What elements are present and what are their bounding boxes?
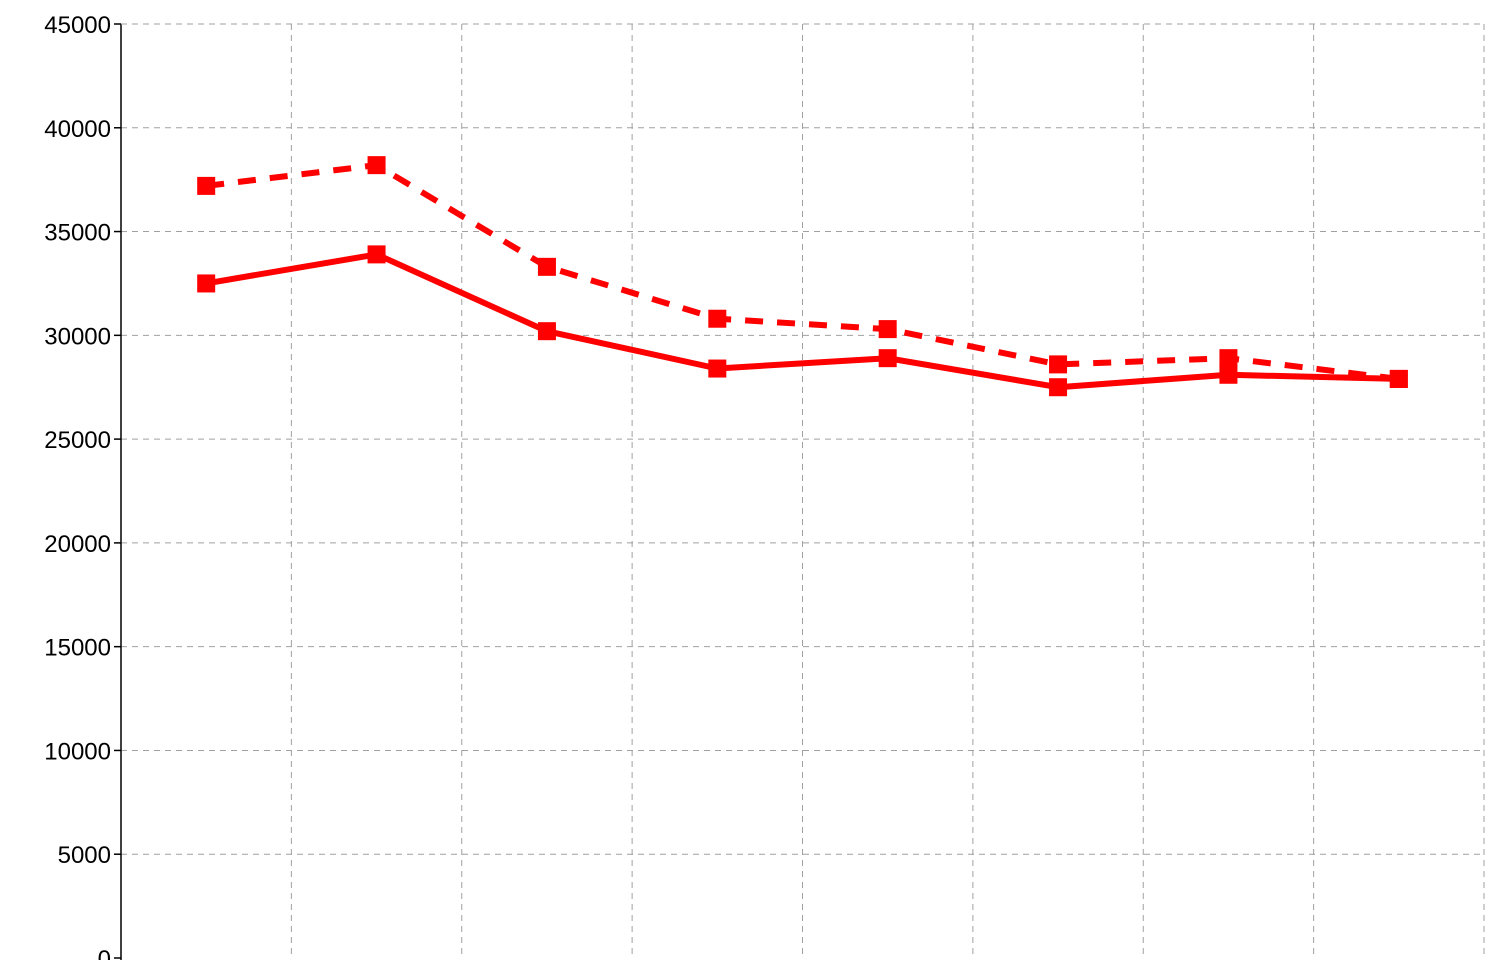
series-1-point-4	[878, 349, 897, 368]
series-1-point-7	[1389, 369, 1408, 388]
series-1-line	[205, 251, 1399, 391]
series-1-point-5	[1049, 378, 1068, 397]
y-tick-label-35000: 35000	[44, 220, 111, 247]
series-1-point-6	[1219, 365, 1238, 384]
axes	[114, 23, 1484, 960]
grid-lines	[121, 23, 1485, 958]
series-0-point-1	[367, 156, 386, 175]
y-tick-label-25000: 25000	[44, 427, 111, 454]
y-tick-label-40000: 40000	[44, 116, 111, 143]
series-1-point-3	[708, 359, 727, 378]
series-0-point-5	[1049, 355, 1068, 374]
y-tick-label-10000: 10000	[44, 738, 111, 765]
series-1-point-0	[197, 274, 216, 293]
y-tick-labels: 0 5000 10000 15000 20000 25000 30000 35000 40000…	[44, 12, 111, 960]
y-tick-label-30000: 30000	[44, 323, 111, 350]
series-0-point-6	[1219, 349, 1238, 368]
series-1-point-2	[537, 322, 556, 341]
y-tick-label-15000: 15000	[44, 635, 111, 662]
y-tick-label-0: 0	[98, 946, 111, 960]
series-layer	[197, 156, 1408, 397]
series-0-point-4	[878, 320, 897, 339]
y-tick-label-5000: 5000	[58, 842, 111, 869]
y-tick-label-45000: 45000	[44, 12, 111, 39]
series-0-point-0	[197, 176, 216, 195]
y-tick-label-20000: 20000	[44, 531, 111, 558]
series-0-line	[205, 162, 1400, 382]
series-1-point-1	[367, 245, 386, 264]
series-0-point-2	[537, 257, 556, 276]
series-0-point-3	[708, 309, 727, 328]
